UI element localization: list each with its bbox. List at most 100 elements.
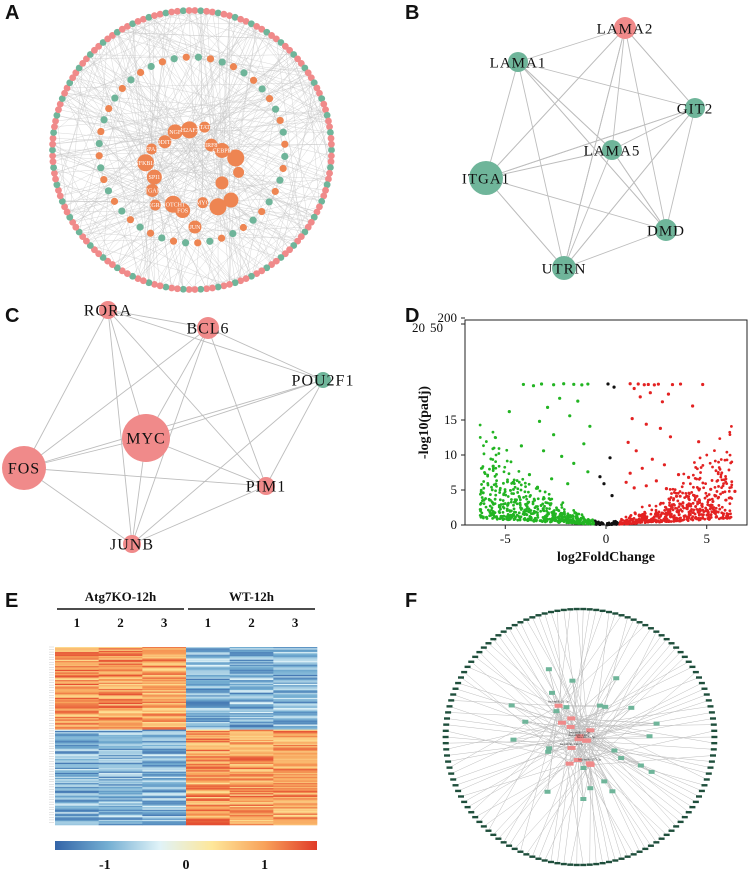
- heatmap-cell: [229, 666, 274, 668]
- heatmap-cell: [186, 793, 230, 795]
- sample-label: 1: [205, 615, 212, 630]
- heatmap-cell: [229, 789, 274, 791]
- heatmap-cell: [273, 692, 318, 695]
- heatmap-cell: [273, 677, 318, 680]
- volcano-point: [505, 507, 509, 511]
- volcano-point: [497, 452, 501, 455]
- hub-node: [180, 121, 198, 139]
- heatmap-cell: [142, 649, 187, 652]
- network-panel-a: MYCJUNFOSNOTCH1EGR1ITGAMSPI1NFKBIAHSPA1A…: [49, 7, 335, 293]
- outer-node: [151, 280, 158, 288]
- outer-node: [327, 134, 335, 142]
- heatmap-cell: [186, 699, 230, 701]
- heatmap-cell: [98, 723, 143, 725]
- outer-node: [52, 175, 59, 183]
- volcano-point: [679, 508, 683, 511]
- volcano-point: [527, 490, 530, 494]
- heatmap-cell: [273, 805, 318, 808]
- heatmap-cell: [55, 739, 99, 742]
- b-node-dmd: [655, 219, 677, 241]
- heatmap-cell: [273, 681, 318, 683]
- volcano-point-up: [628, 382, 632, 386]
- volcano-point: [704, 491, 708, 495]
- heatmap-cell: [142, 697, 187, 700]
- outer-node: [242, 275, 250, 282]
- volcano-point: [521, 477, 525, 481]
- middle-node: [104, 187, 113, 195]
- gene-label-mark: [580, 863, 587, 867]
- panel-label-e: E: [5, 590, 19, 612]
- network-edge: [143, 204, 174, 281]
- gene-label-mark: [495, 837, 502, 840]
- gene-label-mark: [681, 655, 688, 659]
- heatmap-cell: [142, 720, 187, 723]
- gene-label-mark: [653, 630, 660, 633]
- heatmap-cell: [55, 654, 99, 657]
- network-edge: [485, 61, 519, 179]
- heatmap-cell: [142, 686, 187, 688]
- outer-node: [185, 7, 193, 14]
- volcano-point: [696, 500, 699, 504]
- heatmap-cell: [229, 655, 274, 658]
- heatmap-cell: [229, 752, 274, 755]
- outer-node: [66, 213, 74, 221]
- volcano-point: [479, 492, 482, 496]
- heatmap-cell: [186, 775, 230, 777]
- heatmap-cell: [186, 780, 230, 783]
- gene-label-mark: [708, 760, 715, 763]
- heatmap-cell: [55, 724, 99, 727]
- heatmap-cell: [229, 652, 274, 654]
- outer-node: [61, 203, 68, 211]
- outer-node: [327, 129, 334, 136]
- heatmap-cell: [142, 734, 187, 737]
- volcano-point: [730, 480, 734, 484]
- gene-label-mark: [455, 681, 462, 685]
- network-edge: [99, 38, 108, 144]
- heatmap-cell: [98, 762, 143, 765]
- heatmap-cell: [98, 816, 143, 818]
- volcano-point-ns: [606, 382, 610, 386]
- heatmap-cell: [55, 819, 99, 822]
- network-edge: [217, 206, 252, 277]
- network-edge: [561, 610, 603, 723]
- heatmap-cell: [186, 736, 230, 738]
- heatmap-cell: [186, 713, 230, 715]
- heatmap-cell: [55, 798, 99, 800]
- mid-node: [580, 766, 587, 771]
- heatmap-cell: [98, 775, 143, 777]
- colorbar-tick-label: 0: [183, 858, 190, 873]
- volcano-point: [544, 517, 548, 521]
- volcano-point: [519, 488, 523, 492]
- heatmap-cell: [186, 708, 230, 710]
- volcano-point: [687, 491, 691, 495]
- heatmap-cell: [273, 737, 318, 739]
- network-edge: [285, 46, 331, 133]
- heatmap-cell: [186, 822, 230, 825]
- heatmap-cell: [55, 673, 99, 676]
- volcano-point: [728, 502, 732, 506]
- outer-node: [49, 152, 57, 160]
- heatmap-cell: [98, 714, 143, 716]
- volcano-point: [676, 499, 680, 503]
- heatmap-cell: [273, 730, 318, 733]
- network-edge: [547, 705, 559, 752]
- heatmap-cell: [55, 691, 99, 694]
- outer-node: [95, 250, 103, 258]
- mid-node: [544, 789, 551, 794]
- heatmap-cell: [98, 690, 143, 692]
- network-edge: [230, 200, 252, 277]
- volcano-point-down: [552, 383, 556, 387]
- heatmap-cell: [186, 714, 230, 716]
- outer-node: [322, 186, 329, 194]
- volcano-point: [507, 501, 510, 505]
- heatmap-cell: [186, 823, 230, 826]
- network-edge: [558, 705, 615, 751]
- gene-label-mark: [612, 612, 619, 615]
- volcano-point-ns: [598, 475, 602, 479]
- heatmap-cell: [142, 659, 187, 662]
- network-edge: [448, 712, 572, 719]
- volcano-point: [710, 497, 714, 501]
- volcano-point: [480, 496, 484, 499]
- outer-node: [56, 192, 64, 200]
- outer-node: [327, 158, 335, 166]
